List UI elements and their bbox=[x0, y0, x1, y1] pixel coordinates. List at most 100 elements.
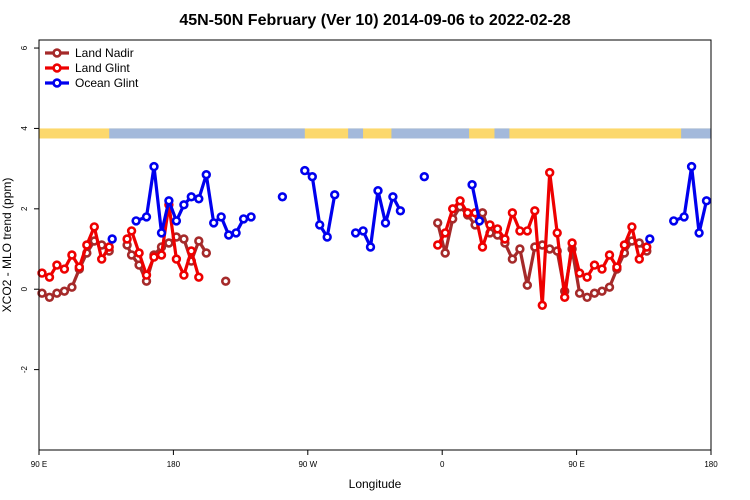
ocean-band-segment bbox=[681, 128, 711, 139]
legend-label: Land Glint bbox=[75, 61, 130, 75]
data-point-land-glint bbox=[634, 254, 644, 264]
data-point-land-glint bbox=[522, 226, 532, 236]
data-point-land-glint bbox=[52, 260, 62, 270]
data-point-land-glint bbox=[612, 262, 622, 272]
data-point-ocean-glint bbox=[395, 206, 406, 216]
data-point-ocean-glint bbox=[330, 190, 340, 200]
ocean-band-segment bbox=[494, 128, 510, 139]
x-tick-label: 90 E bbox=[568, 460, 584, 469]
data-point-ocean-glint bbox=[300, 165, 310, 176]
data-point-ocean-glint bbox=[164, 196, 174, 206]
data-point-land-nadir bbox=[179, 234, 189, 244]
legend-item: Land Glint bbox=[45, 61, 130, 75]
data-point-ocean-glint bbox=[679, 212, 689, 222]
data-point-ocean-glint bbox=[171, 216, 182, 226]
data-point-land-glint bbox=[89, 222, 100, 232]
data-point-ocean-glint bbox=[107, 234, 117, 244]
data-point-land-nadir bbox=[507, 254, 518, 264]
data-point-land-nadir bbox=[544, 244, 555, 254]
data-point-land-glint bbox=[544, 167, 555, 178]
data-point-ocean-glint bbox=[467, 180, 477, 190]
data-point-land-glint bbox=[440, 228, 450, 238]
data-point-land-glint bbox=[171, 254, 182, 264]
data-point-land-glint bbox=[574, 268, 585, 278]
data-point-land-glint bbox=[582, 272, 592, 282]
data-point-land-glint bbox=[149, 252, 159, 262]
data-point-land-glint bbox=[59, 264, 70, 274]
y-tick-label: 6 bbox=[20, 45, 29, 50]
data-point-ocean-glint bbox=[149, 161, 159, 172]
data-point-land-glint bbox=[537, 300, 547, 310]
legend-label: Land Nadir bbox=[75, 46, 134, 60]
y-tick-label: 4 bbox=[20, 126, 29, 131]
data-point-land-glint bbox=[44, 272, 55, 282]
data-point-land-nadir bbox=[597, 286, 607, 296]
data-point-land-nadir bbox=[194, 236, 204, 246]
data-point-ocean-glint bbox=[419, 172, 429, 182]
data-point-land-glint bbox=[477, 242, 488, 252]
data-point-ocean-glint bbox=[179, 200, 189, 210]
data-point-ocean-glint bbox=[350, 228, 361, 238]
data-point-ocean-glint bbox=[209, 218, 219, 228]
data-point-ocean-glint bbox=[141, 212, 152, 222]
legend-swatch-marker bbox=[52, 48, 62, 58]
data-point-land-glint bbox=[96, 254, 107, 264]
data-point-ocean-glint bbox=[701, 196, 712, 206]
data-point-ocean-glint bbox=[194, 194, 204, 204]
data-point-land-glint bbox=[448, 204, 458, 214]
data-point-land-glint bbox=[627, 222, 637, 232]
data-point-ocean-glint bbox=[156, 228, 167, 238]
data-point-land-nadir bbox=[582, 292, 592, 302]
data-point-land-glint bbox=[122, 234, 132, 244]
x-tick-label: 180 bbox=[704, 460, 718, 469]
x-tick-label: 90 E bbox=[31, 460, 47, 469]
data-point-ocean-glint bbox=[315, 220, 325, 230]
y-tick-label: -2 bbox=[20, 366, 29, 374]
data-point-land-glint bbox=[194, 272, 204, 282]
data-point-land-nadir bbox=[52, 288, 62, 298]
data-point-land-nadir bbox=[574, 288, 585, 298]
data-point-land-nadir bbox=[126, 250, 137, 260]
data-point-land-nadir bbox=[67, 282, 77, 292]
data-point-land-glint bbox=[156, 250, 167, 260]
ocean-band-segment bbox=[109, 128, 305, 139]
x-tick-label: 90 W bbox=[298, 460, 317, 469]
data-point-ocean-glint bbox=[358, 226, 368, 236]
data-point-land-glint bbox=[74, 262, 85, 272]
ocean-band-segment bbox=[348, 128, 364, 139]
data-point-ocean-glint bbox=[668, 216, 679, 226]
data-point-ocean-glint bbox=[216, 212, 226, 222]
data-point-land-nadir bbox=[164, 238, 174, 248]
data-point-land-glint bbox=[67, 250, 77, 260]
data-point-ocean-glint bbox=[277, 192, 288, 202]
data-point-land-glint bbox=[604, 250, 615, 260]
data-point-land-glint bbox=[455, 196, 465, 206]
data-point-land-glint bbox=[186, 246, 197, 256]
legend-item: Ocean Glint bbox=[45, 76, 139, 90]
y-axis: -2 0 2 4 6 bbox=[20, 45, 39, 373]
data-point-land-glint bbox=[515, 226, 525, 236]
data-point-land-glint bbox=[507, 208, 518, 218]
data-point-land-nadir bbox=[37, 288, 47, 298]
data-point-land-glint bbox=[642, 242, 652, 252]
data-point-land-glint bbox=[619, 240, 630, 250]
x-axis-label: Longitude bbox=[349, 477, 402, 491]
data-point-ocean-glint bbox=[365, 242, 376, 252]
plot-frame bbox=[38, 39, 712, 451]
legend-swatch-marker bbox=[52, 63, 62, 73]
y-tick-label: 2 bbox=[20, 206, 29, 211]
data-point-ocean-glint bbox=[201, 170, 212, 180]
x-tick-label: 180 bbox=[167, 460, 181, 469]
data-point-land-glint bbox=[597, 264, 607, 274]
data-point-land-glint bbox=[104, 242, 114, 252]
series-line-land-glint bbox=[41, 225, 111, 279]
ocean-band-segment bbox=[391, 128, 470, 139]
data-point-ocean-glint bbox=[686, 161, 697, 172]
data-point-land-glint bbox=[82, 240, 92, 250]
legend-label: Ocean Glint bbox=[75, 76, 139, 90]
data-point-ocean-glint bbox=[246, 212, 256, 222]
data-point-ocean-glint bbox=[694, 228, 704, 238]
data-point-land-glint bbox=[589, 260, 600, 270]
data-point-land-nadir bbox=[433, 218, 443, 228]
